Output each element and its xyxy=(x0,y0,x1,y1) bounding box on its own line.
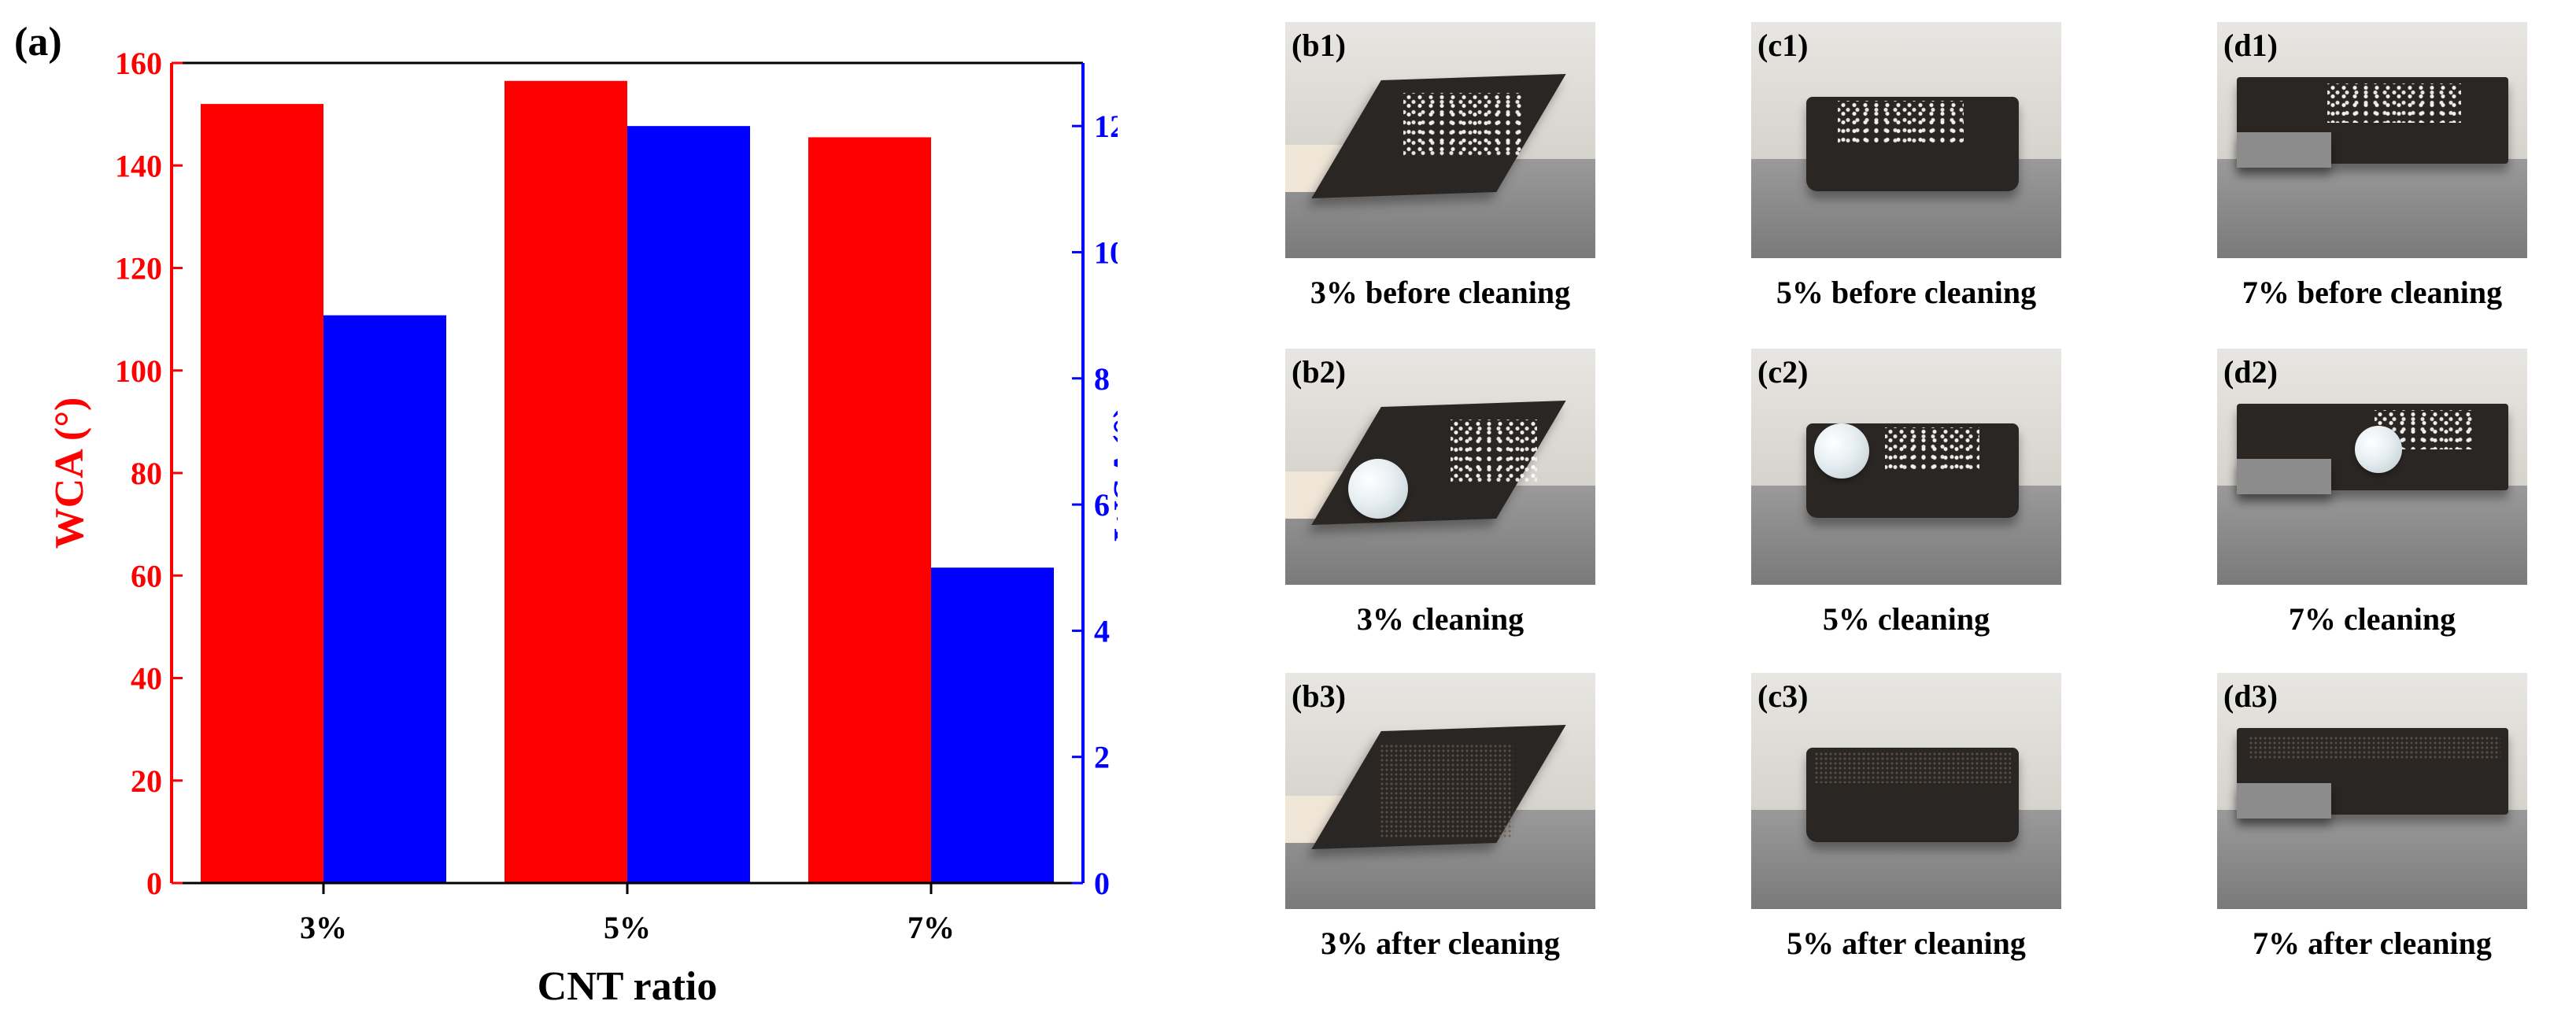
y-left-tick-label: 60 xyxy=(131,558,162,593)
y-right-tick-label: 12 xyxy=(1094,109,1118,144)
contaminant-particles xyxy=(1838,101,1964,144)
y-left-tick-label: 160 xyxy=(115,46,162,81)
photo-tag: (d3) xyxy=(2223,678,2278,714)
y-left-tick-label: 100 xyxy=(115,353,162,389)
x-axis-label: CNT ratio xyxy=(538,964,718,1009)
water-droplet xyxy=(1348,459,1408,519)
wca-wsa-bar-chart: 3% 5% 7% 0 20 40 60 80 100 120 140 160 0 2 4 6 8 10 12 CNT … xyxy=(47,46,1118,1009)
sample-photo: (b2) xyxy=(1285,349,1595,585)
photo-caption: 7% cleaning xyxy=(2288,601,2456,637)
photo-caption: 7% after cleaning xyxy=(2253,926,2492,961)
bar-wca-7pct xyxy=(808,137,931,883)
photo-tag: (d2) xyxy=(2223,354,2278,390)
photo-tag: (c1) xyxy=(1757,28,1809,63)
contaminant-particles xyxy=(1403,93,1521,156)
y-left-tick-label: 0 xyxy=(146,866,162,901)
panel-label-a: (a) xyxy=(14,20,62,65)
y-right-tick-label: 4 xyxy=(1094,613,1110,649)
photo-caption: 7% before cleaning xyxy=(2242,275,2503,310)
bar-wca-3pct xyxy=(201,104,323,884)
y-right-tick-label: 2 xyxy=(1094,740,1110,775)
y-left-tick-label: 140 xyxy=(115,148,162,183)
sample-photo: (c3) xyxy=(1751,673,2061,909)
photo-tag: (c2) xyxy=(1757,354,1809,390)
y-right-axis-label: WSA(°) xyxy=(1106,405,1118,541)
bar-wsa-3pct xyxy=(323,315,446,884)
photo-caption: 5% cleaning xyxy=(1822,601,1990,637)
y-left-tick-label: 120 xyxy=(115,251,162,286)
bar-wsa-7pct xyxy=(931,567,1054,883)
y-right-tick-label: 6 xyxy=(1094,487,1110,523)
contaminant-particles xyxy=(1885,427,1979,471)
y-right-tick-label: 10 xyxy=(1094,235,1118,270)
photo-caption: 3% after cleaning xyxy=(1321,926,1560,961)
x-tick-label: 3% xyxy=(300,910,347,945)
y-right-tick-label: 8 xyxy=(1094,361,1110,397)
sample-photo: (d3) xyxy=(2217,673,2527,909)
water-droplet xyxy=(2355,426,2402,473)
photo-caption: 3% cleaning xyxy=(1356,601,1525,637)
y-left-tick-label: 80 xyxy=(131,456,162,491)
x-tick-label: 5% xyxy=(604,910,651,945)
photo-tag: (b2) xyxy=(1292,354,1346,390)
x-tick-label: 7% xyxy=(907,910,955,945)
clean-surface-texture xyxy=(1380,744,1513,838)
water-droplet xyxy=(1814,423,1869,479)
photo-caption: 5% after cleaning xyxy=(1787,926,2026,961)
sample-photo: (c1) xyxy=(1751,22,2061,258)
sample-photo: (b3) xyxy=(1285,673,1595,909)
photo-tag: (b3) xyxy=(1292,678,1346,714)
sample-photo: (d2) xyxy=(2217,349,2527,585)
y-left-tick-label: 40 xyxy=(131,661,162,697)
bar-wca-5pct xyxy=(504,80,627,883)
contaminant-particles xyxy=(1451,419,1537,482)
y-right-tick-label: 0 xyxy=(1094,866,1110,901)
photo-tag: (b1) xyxy=(1292,28,1346,63)
sample-photo: (c2) xyxy=(1751,349,2061,585)
clean-surface-texture xyxy=(2249,736,2500,759)
y-left-tick-label: 20 xyxy=(131,763,162,799)
sample-photo: (b1) xyxy=(1285,22,1595,258)
photo-caption: 5% before cleaning xyxy=(1776,275,2037,310)
contaminant-particles xyxy=(2327,83,2461,123)
photo-tag: (d1) xyxy=(2223,28,2278,63)
sample-photo: (d1) xyxy=(2217,22,2527,258)
clean-surface-texture xyxy=(1814,752,2011,783)
bar-wsa-5pct xyxy=(627,126,750,884)
photo-caption: 3% before cleaning xyxy=(1310,275,1571,310)
y-left-axis-label: WCA (°) xyxy=(47,397,92,549)
photo-tag: (c3) xyxy=(1757,678,1809,714)
